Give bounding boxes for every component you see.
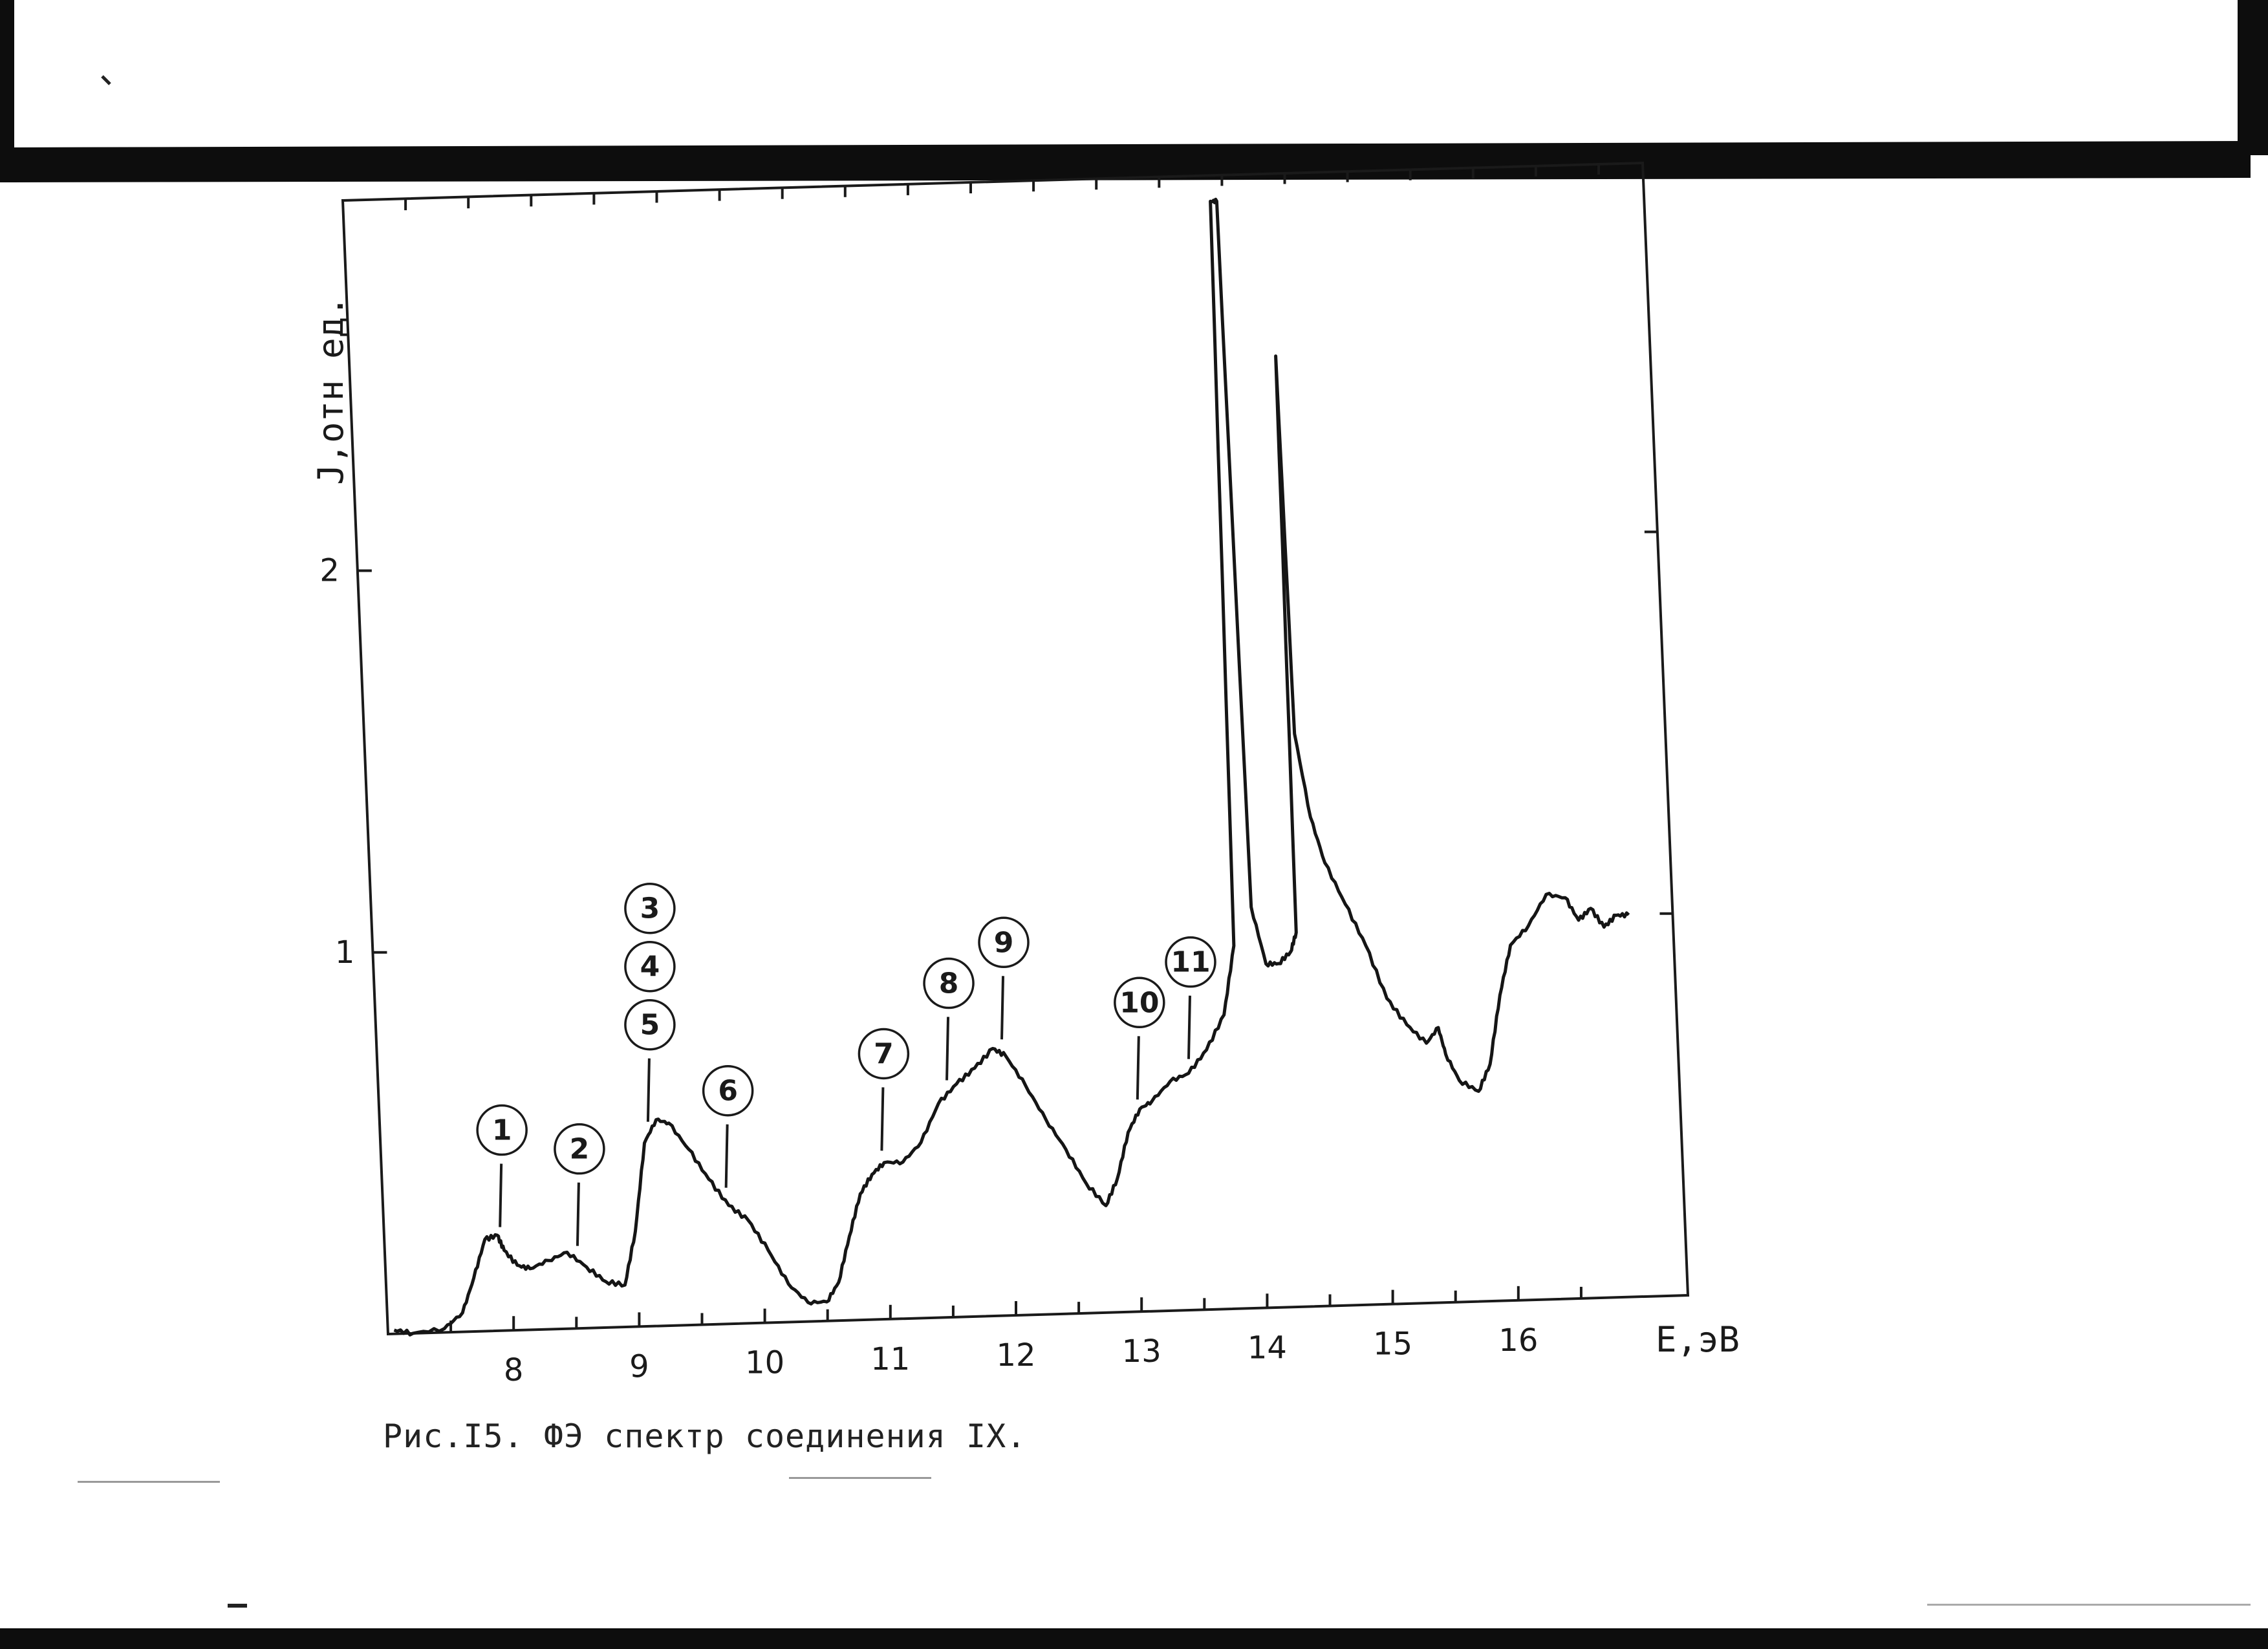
peak-marker-line [646,1058,651,1122]
peak-marker-line [499,1163,503,1227]
y-axis-ticks [357,569,387,954]
peak-circle [624,882,676,934]
left-border-bar [0,0,14,182]
right-border-bar [2238,0,2268,155]
x-tick-label: 14 [1247,1330,1287,1366]
bottom-border-bar [0,1628,2268,1649]
peak-circle [858,1028,910,1080]
x-tick-label: 10 [745,1345,784,1381]
top-border-bar [12,141,2251,182]
peak-number: 10 [1119,986,1159,1019]
right-frame-ticks [1644,530,1673,915]
peak-circle [476,1104,528,1156]
x-tick-label: 12 [996,1337,1035,1374]
series-group [393,197,1630,1337]
peak-number: 7 [874,1037,894,1070]
peak-circle [624,940,676,993]
x-tick-label: 11 [870,1341,910,1377]
x-tick-label: 15 [1373,1326,1412,1363]
x-tick-label: 16 [1498,1322,1538,1359]
peak-circle [978,916,1030,969]
peak-number: 3 [640,892,660,925]
peak-marker-line [1000,976,1005,1040]
peak-marker-line [724,1124,729,1188]
peak-annotations: 1 2 3 4 5 6 7 8 9 10 11 [476,882,1216,1246]
peak-circle [923,957,975,1009]
peak-circle [1114,976,1165,1029]
peak-number: 9 [994,926,1014,959]
peak-marker-line [1187,995,1191,1059]
peak-number: 4 [640,951,660,984]
peak-marker-line [945,1017,950,1081]
peak-circle [702,1064,754,1117]
peak-number: 5 [640,1009,660,1042]
scan-mark [1927,1604,2251,1606]
scan-mark [101,75,111,85]
x-tick-label: 8 [504,1352,524,1388]
y-tick-label: 1 [335,934,355,971]
plot-frame [341,161,1690,1336]
peak-circle [554,1123,605,1175]
x-tick-label: 13 [1122,1333,1161,1370]
peak-number: 11 [1171,946,1210,979]
y-axis-title: J,отн ед. [310,296,351,485]
figure-caption: Рис.I5. ФЭ спектр соединения IX. [383,1417,1027,1455]
peak-number: 8 [939,967,959,1000]
scan-mark [78,1481,220,1483]
peak-number: 6 [718,1075,738,1108]
peak-marker-line [1136,1036,1140,1100]
peak-circle [624,998,676,1051]
x-tick-labels: 8 9 10 11 12 13 14 15 16 [504,1322,1538,1388]
x-axis-ticks [449,1286,1582,1333]
spectrum-line [393,197,1630,1337]
peak-number: 2 [570,1133,590,1166]
scan-mark [789,1477,931,1479]
y-tick-labels: 12 [319,553,354,971]
y-tick-label: 2 [319,553,340,589]
scan-mark [228,1604,247,1608]
peak-circle [1165,936,1216,988]
top-frame-ticks [404,163,1601,211]
x-axis-title: E,эВ [1656,1319,1740,1360]
x-tick-label: 9 [629,1348,649,1385]
peak-number: 1 [492,1114,512,1147]
peak-marker-line [576,1182,580,1246]
peak-marker-line [880,1087,885,1151]
